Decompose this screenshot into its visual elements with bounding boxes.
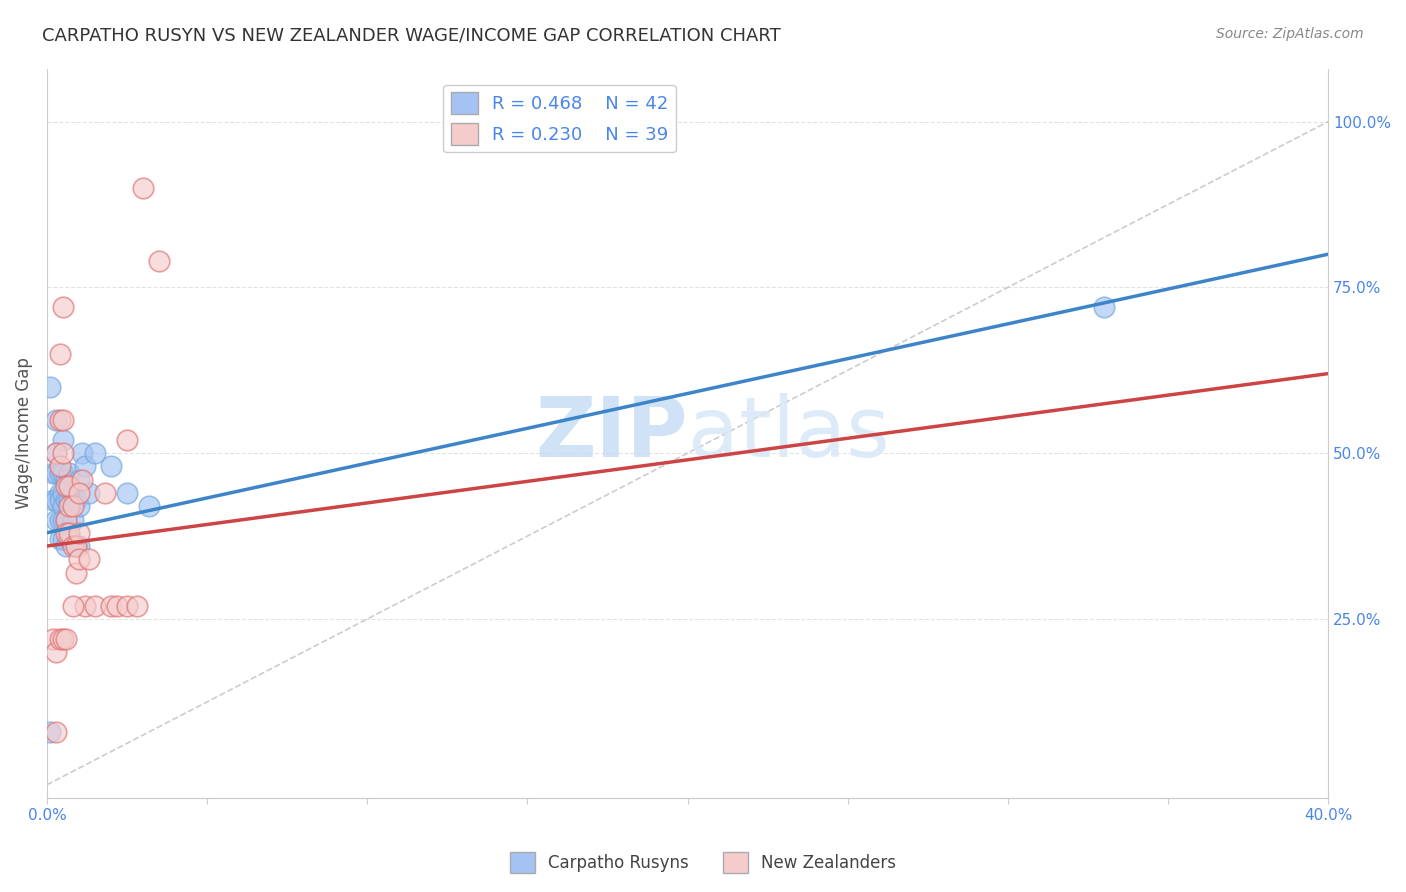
Point <box>48 492 70 507</box>
Point <box>52 300 75 314</box>
Point <box>77 486 100 500</box>
Point <box>55 512 77 526</box>
Point <box>58 479 80 493</box>
Point <box>52 500 75 514</box>
Point <box>52 466 75 480</box>
Text: Source: ZipAtlas.com: Source: ZipAtlas.com <box>1216 27 1364 41</box>
Point <box>55 632 77 646</box>
Point <box>55 512 77 526</box>
Point <box>70 446 93 460</box>
Point <box>84 599 107 613</box>
Point <box>77 552 100 566</box>
Point <box>115 599 138 613</box>
Point <box>45 645 67 659</box>
Point <box>58 500 80 514</box>
Text: atlas: atlas <box>688 392 889 474</box>
Point <box>39 724 62 739</box>
Text: ZIP: ZIP <box>536 392 688 474</box>
Point <box>58 525 80 540</box>
Point <box>45 413 67 427</box>
Point <box>65 539 87 553</box>
Point <box>125 599 148 613</box>
Point <box>55 525 77 540</box>
Point <box>62 500 84 514</box>
Point <box>55 539 77 553</box>
Point <box>52 486 75 500</box>
Point <box>52 446 75 460</box>
Point <box>62 512 84 526</box>
Point <box>42 466 65 480</box>
Point <box>84 446 107 460</box>
Point <box>55 473 77 487</box>
Point <box>52 512 75 526</box>
Point <box>67 525 90 540</box>
Point <box>132 181 155 195</box>
Point <box>58 533 80 547</box>
Point <box>45 724 67 739</box>
Point <box>55 492 77 507</box>
Point <box>62 599 84 613</box>
Point <box>67 539 90 553</box>
Point <box>48 533 70 547</box>
Point <box>58 466 80 480</box>
Point <box>48 466 70 480</box>
Point <box>39 380 62 394</box>
Point <box>45 492 67 507</box>
Point <box>52 632 75 646</box>
Point <box>62 486 84 500</box>
Point <box>148 253 170 268</box>
Point <box>52 413 75 427</box>
Point <box>48 347 70 361</box>
Point <box>67 552 90 566</box>
Point <box>62 539 84 553</box>
Point <box>138 500 160 514</box>
Point <box>45 466 67 480</box>
Point <box>93 486 115 500</box>
Legend: Carpatho Rusyns, New Zealanders: Carpatho Rusyns, New Zealanders <box>503 846 903 880</box>
Point <box>1092 300 1115 314</box>
Point <box>42 632 65 646</box>
Point <box>55 479 77 493</box>
Point <box>75 599 97 613</box>
Legend: R = 0.468    N = 42, R = 0.230    N = 39: R = 0.468 N = 42, R = 0.230 N = 39 <box>443 85 675 153</box>
Point <box>58 492 80 507</box>
Point <box>45 446 67 460</box>
Point <box>45 512 67 526</box>
Point <box>67 500 90 514</box>
Point <box>70 473 93 487</box>
Y-axis label: Wage/Income Gap: Wage/Income Gap <box>15 358 32 509</box>
Point <box>100 459 122 474</box>
Point <box>48 512 70 526</box>
Point <box>45 446 67 460</box>
Point <box>48 632 70 646</box>
Point <box>65 566 87 580</box>
Point <box>75 459 97 474</box>
Point <box>52 433 75 447</box>
Point <box>42 492 65 507</box>
Point <box>65 539 87 553</box>
Point <box>105 599 128 613</box>
Point <box>67 486 90 500</box>
Point <box>115 433 138 447</box>
Point <box>48 459 70 474</box>
Point <box>48 413 70 427</box>
Point <box>48 486 70 500</box>
Point <box>100 599 122 613</box>
Point <box>65 492 87 507</box>
Point <box>67 473 90 487</box>
Point <box>115 486 138 500</box>
Point <box>52 533 75 547</box>
Text: CARPATHO RUSYN VS NEW ZEALANDER WAGE/INCOME GAP CORRELATION CHART: CARPATHO RUSYN VS NEW ZEALANDER WAGE/INC… <box>42 27 780 45</box>
